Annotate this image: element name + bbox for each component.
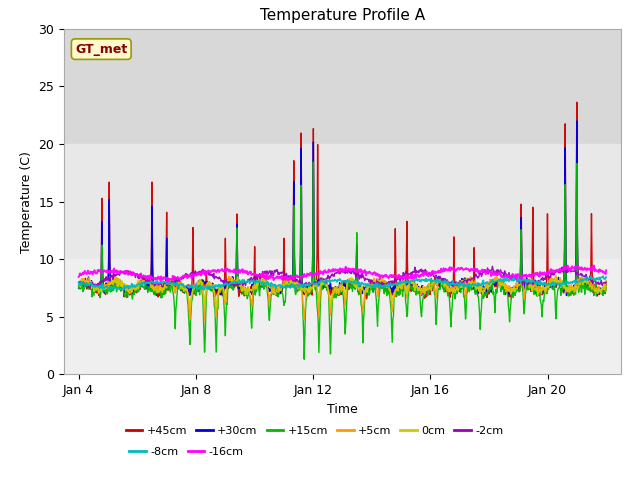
X-axis label: Time: Time xyxy=(327,403,358,416)
Text: GT_met: GT_met xyxy=(75,43,127,56)
Bar xyxy=(64,259,621,374)
Y-axis label: Temperature (C): Temperature (C) xyxy=(20,151,33,252)
Bar xyxy=(64,29,621,144)
Legend: -8cm, -16cm: -8cm, -16cm xyxy=(125,442,248,461)
Title: Temperature Profile A: Temperature Profile A xyxy=(260,9,425,24)
Bar xyxy=(64,144,621,259)
